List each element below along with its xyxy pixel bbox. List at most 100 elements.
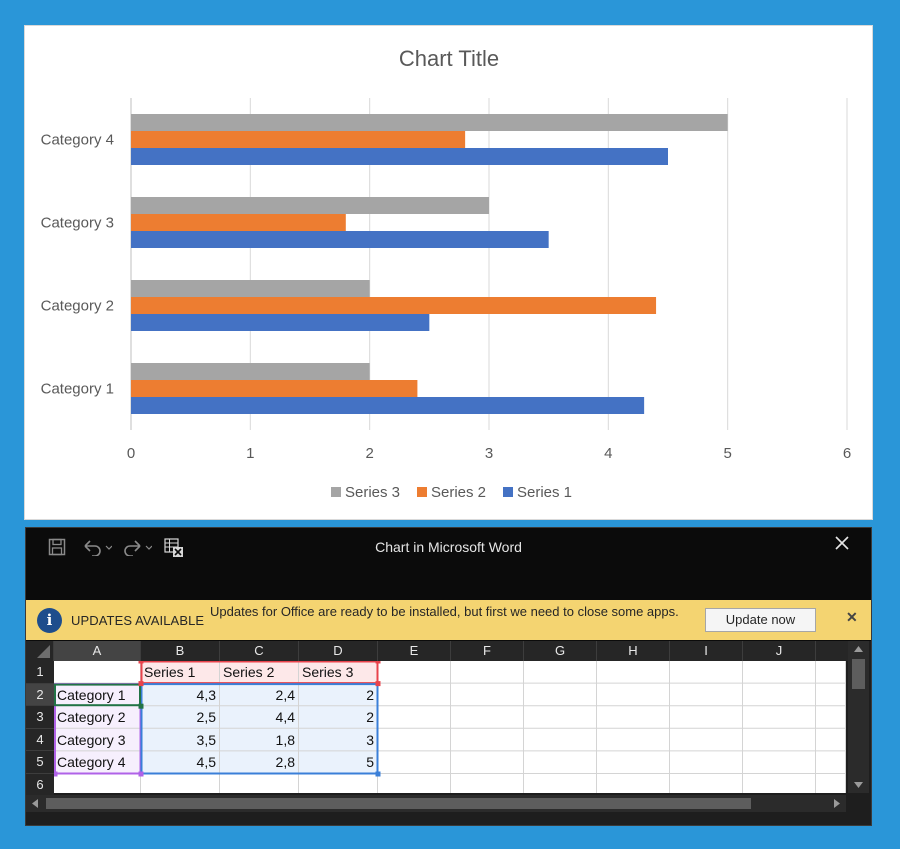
cell-a3[interactable]: Category 2 [57, 709, 126, 726]
chart-title[interactable]: Chart Title [399, 46, 499, 71]
scroll-down-icon [854, 782, 863, 788]
cell-b2[interactable]: 4,3 [196, 686, 216, 703]
category-label: Category 2 [41, 298, 114, 315]
chart-data-window: Chart in Microsoft Word i UPDATES AVAILA… [25, 527, 872, 826]
x-tick-label: 0 [127, 445, 135, 462]
cell-d1[interactable]: Series 3 [302, 664, 354, 680]
redo-icon[interactable] [122, 538, 153, 558]
series-header-fill [141, 661, 378, 684]
active-cell-outline [54, 683, 141, 707]
row-header-5[interactable]: 5 [26, 751, 54, 774]
row-header-3[interactable]: 3 [26, 706, 54, 729]
window-title: Chart in Microsoft Word [375, 539, 522, 555]
legend-entry[interactable]: Series 2 [431, 484, 486, 501]
cell-d2[interactable]: 2 [366, 686, 374, 703]
category-label: Category 3 [41, 215, 114, 232]
cell-c2[interactable]: 2,4 [275, 686, 295, 703]
bar-chart[interactable]: Chart Title Category 1 Category 2 Category… [25, 26, 874, 521]
row-header-6[interactable]: 6 [26, 774, 54, 797]
column-header-e[interactable]: E [378, 641, 451, 661]
range-handle[interactable] [138, 703, 144, 709]
category-label: Category 1 [41, 381, 114, 398]
bar-series-3-category-2[interactable] [131, 280, 370, 297]
vertical-scrollbar[interactable] [848, 641, 869, 793]
column-header-c[interactable]: C [220, 641, 299, 661]
dismiss-update-icon[interactable]: ✕ [846, 609, 858, 625]
legend-swatch [417, 487, 427, 497]
column-header-f[interactable]: F [451, 641, 524, 661]
cell-a4[interactable]: Category 3 [57, 731, 126, 748]
column-header-a[interactable]: A [54, 641, 141, 661]
update-notification-bar: i UPDATES AVAILABLE Updates for Office a… [26, 600, 871, 640]
column-header-i[interactable]: I [670, 641, 743, 661]
title-bar: Chart in Microsoft Word [26, 528, 871, 600]
series-name-range [140, 661, 379, 685]
save-icon[interactable] [48, 538, 66, 558]
select-all-corner[interactable] [26, 641, 54, 661]
bar-series-1-category-4[interactable] [131, 148, 668, 165]
info-icon: i [37, 608, 62, 633]
x-tick-label: 6 [843, 445, 851, 462]
undo-icon[interactable] [82, 538, 113, 558]
cell-c3[interactable]: 4,4 [275, 709, 295, 726]
row-header-1[interactable]: 1 [26, 661, 54, 684]
range-handle[interactable] [138, 771, 144, 777]
x-tick-label: 2 [365, 445, 373, 462]
x-tick-label: 1 [246, 445, 254, 462]
cell-b5[interactable]: 4,5 [196, 754, 216, 771]
edit-data-in-excel-icon[interactable] [164, 538, 184, 558]
column-header-b[interactable]: B [141, 641, 220, 661]
cell-a5[interactable]: Category 4 [57, 754, 126, 771]
range-handle[interactable] [138, 661, 144, 664]
x-tick-label: 5 [723, 445, 731, 462]
cell-c1[interactable]: Series 2 [223, 664, 275, 680]
row-header-2[interactable]: 2 [26, 683, 54, 707]
bar-series-3-category-3[interactable] [131, 197, 489, 214]
cell-a2[interactable]: Category 1 [57, 686, 126, 703]
bar-series-2-category-1[interactable] [131, 380, 418, 397]
column-header-g[interactable]: G [524, 641, 597, 661]
cell-b4[interactable]: 3,5 [196, 731, 216, 748]
update-heading: UPDATES AVAILABLE [71, 613, 205, 628]
bar-series-2-category-4[interactable] [131, 131, 466, 148]
bar-series-1-category-3[interactable] [131, 231, 549, 248]
column-header-d[interactable]: D [299, 641, 378, 661]
x-tick-label: 4 [604, 445, 612, 462]
category-range [54, 683, 142, 775]
close-button[interactable] [831, 534, 853, 556]
x-tick-label: 3 [485, 445, 493, 462]
bar-series-2-category-2[interactable] [131, 297, 657, 314]
close-icon [835, 536, 849, 550]
cell-d5[interactable]: 5 [366, 754, 374, 771]
bar-series-1-category-2[interactable] [131, 314, 430, 331]
range-handle[interactable] [375, 681, 381, 687]
update-now-button[interactable]: Update now [705, 608, 816, 632]
bar-series-3-category-1[interactable] [131, 363, 370, 380]
range-handle[interactable] [375, 661, 381, 664]
scroll-right-icon [834, 799, 840, 808]
legend-entry[interactable]: Series 3 [345, 484, 400, 501]
cell-d3[interactable]: 2 [366, 709, 374, 726]
sheet-cells[interactable]: Series 1 Series 2 Series 3 Category 1 4,3 2,4… [54, 661, 846, 793]
cell-c4[interactable]: 1,8 [275, 731, 295, 748]
scroll-up-icon [854, 646, 863, 652]
cell-b1[interactable]: Series 1 [144, 664, 196, 680]
cell-c5[interactable]: 2,8 [275, 754, 295, 771]
range-handle[interactable] [54, 771, 58, 777]
row-header-4[interactable]: 4 [26, 728, 54, 752]
bar-series-2-category-3[interactable] [131, 214, 346, 231]
range-handle[interactable] [138, 681, 144, 687]
bar-series-3-category-4[interactable] [131, 114, 728, 131]
horizontal-scrollbar[interactable] [26, 795, 846, 812]
cell-d4[interactable]: 3 [366, 731, 374, 748]
column-header-j[interactable]: J [743, 641, 816, 661]
scroll-left-icon [32, 799, 38, 808]
cell-b3[interactable]: 2,5 [196, 709, 216, 726]
legend-entry[interactable]: Series 1 [517, 484, 572, 501]
range-handle[interactable] [375, 771, 381, 777]
value-range [140, 683, 379, 775]
column-header-h[interactable]: H [597, 641, 670, 661]
bar-series-1-category-1[interactable] [131, 397, 645, 414]
chart-panel[interactable]: Chart Title Category 1 Category 2 Category… [24, 25, 873, 520]
